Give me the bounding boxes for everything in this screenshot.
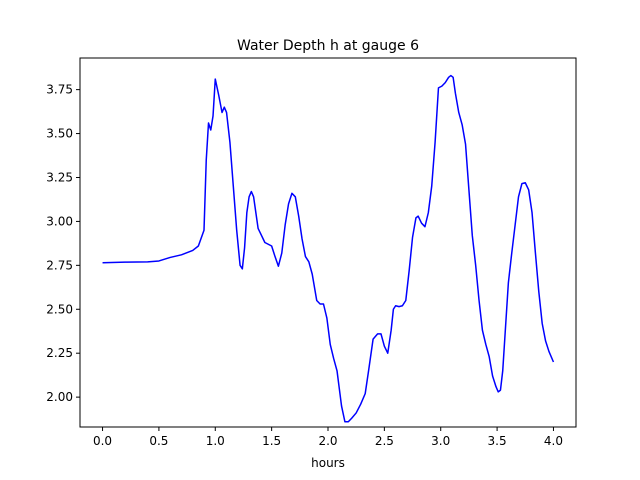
x-tick-label: 0.5: [149, 434, 168, 448]
x-tick-label: 3.5: [488, 434, 507, 448]
axes-frame: [79, 57, 577, 428]
series-line-water-depth: [102, 74, 555, 423]
chart-title: Water Depth h at gauge 6: [237, 38, 419, 54]
y-tick-label: 3.50: [46, 127, 73, 141]
axes-background: [80, 58, 576, 427]
x-tick-label: 2.5: [375, 434, 394, 448]
x-axis-label: hours: [311, 456, 345, 470]
x-axis-ticks: 0.0 0.5 1.0 1.5 2.0 2.5 3.0 3.5 4.0: [93, 427, 563, 448]
x-tick-label: 2.0: [318, 434, 337, 448]
x-tick-label: 3.0: [431, 434, 450, 448]
x-tick-label: 0.0: [93, 434, 112, 448]
y-tick-label: 2.75: [46, 258, 73, 272]
x-tick-label: 1.5: [262, 434, 281, 448]
y-tick-label: 3.00: [46, 214, 73, 228]
y-tick-label: 2.25: [46, 346, 73, 360]
y-tick-label: 3.75: [46, 83, 73, 97]
y-tick-label: 2.00: [46, 390, 73, 404]
x-tick-label: 1.0: [206, 434, 225, 448]
x-tick-label: 4.0: [544, 434, 563, 448]
y-tick-label: 3.25: [46, 170, 73, 184]
y-axis-ticks: 2.00 2.25 2.50 2.75 3.00 3.25 3.50 3.75: [46, 83, 80, 404]
y-tick-label: 2.50: [46, 302, 73, 316]
plot-area: [80, 58, 576, 427]
